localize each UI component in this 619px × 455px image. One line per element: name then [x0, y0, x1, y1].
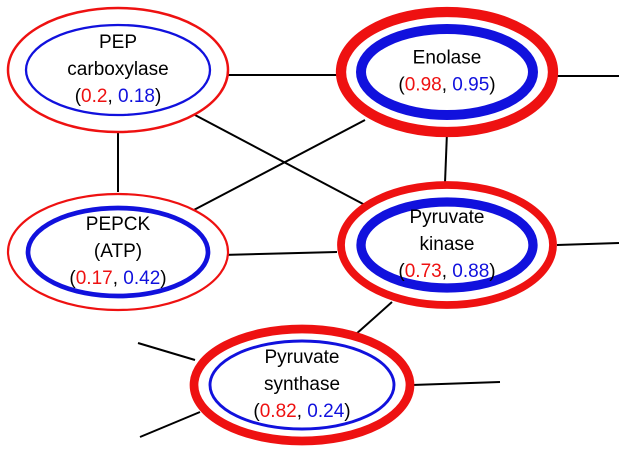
blue-value: 0.24	[307, 401, 344, 422]
node-label: kinase	[420, 234, 475, 255]
red-value: 0.17	[76, 268, 113, 289]
edges	[117, 74, 619, 438]
separator: ,	[113, 268, 124, 289]
blue-ring	[356, 197, 538, 293]
separator: ,	[442, 75, 453, 96]
paren: )	[155, 86, 161, 107]
red-value: 0.98	[405, 75, 442, 96]
node: Pyruvate kinase (0.73, 0.88)	[337, 181, 557, 309]
separator: ,	[107, 86, 118, 107]
edge	[221, 251, 338, 256]
paren: )	[489, 261, 495, 282]
paren: (	[75, 86, 82, 107]
node-label: Pyruvate	[265, 347, 340, 368]
node: PEP carboxylase (0.2, 0.18)	[6, 6, 230, 134]
blue-value: 0.95	[452, 75, 489, 96]
edge	[189, 119, 366, 213]
node-label: (ATP)	[94, 241, 142, 262]
paren: )	[489, 75, 495, 96]
blue-ring	[24, 23, 212, 117]
node-label: Pyruvate	[410, 207, 485, 228]
paren: (	[253, 401, 260, 422]
blue-value: 0.42	[123, 268, 160, 289]
node-label: PEPCK	[86, 214, 151, 235]
node-label: PEP	[99, 32, 137, 53]
edge	[194, 114, 366, 206]
paren: )	[160, 268, 166, 289]
blue-ring	[25, 205, 211, 299]
edge	[354, 301, 393, 336]
node: Enolase (0.98, 0.95)	[335, 6, 559, 138]
edge	[444, 131, 448, 184]
node-values: (0.73, 0.88)	[398, 261, 495, 282]
paren: (	[398, 261, 405, 282]
edge	[411, 381, 501, 386]
paren: (	[69, 268, 76, 289]
separator: ,	[297, 401, 308, 422]
node-values: (0.82, 0.24)	[253, 401, 350, 422]
red-value: 0.2	[81, 86, 107, 107]
edge	[139, 411, 201, 438]
blue-value: 0.18	[118, 86, 155, 107]
blue-ring	[356, 24, 538, 120]
blue-ring	[208, 339, 396, 431]
node-values: (0.17, 0.42)	[69, 268, 166, 289]
red-value: 0.73	[405, 261, 442, 282]
node-values: (0.2, 0.18)	[75, 86, 162, 107]
paren: )	[344, 401, 350, 422]
edge	[137, 342, 196, 361]
node-values: (0.98, 0.95)	[398, 75, 495, 96]
paren: (	[398, 75, 405, 96]
blue-value: 0.88	[452, 261, 489, 282]
separator: ,	[442, 261, 453, 282]
node-label: carboxylase	[67, 59, 168, 80]
edge	[556, 242, 619, 246]
red-value: 0.82	[260, 401, 297, 422]
node: PEPCK (ATP) (0.17, 0.42)	[6, 192, 230, 312]
node-label: synthase	[264, 374, 340, 395]
node-label: Enolase	[413, 48, 482, 69]
